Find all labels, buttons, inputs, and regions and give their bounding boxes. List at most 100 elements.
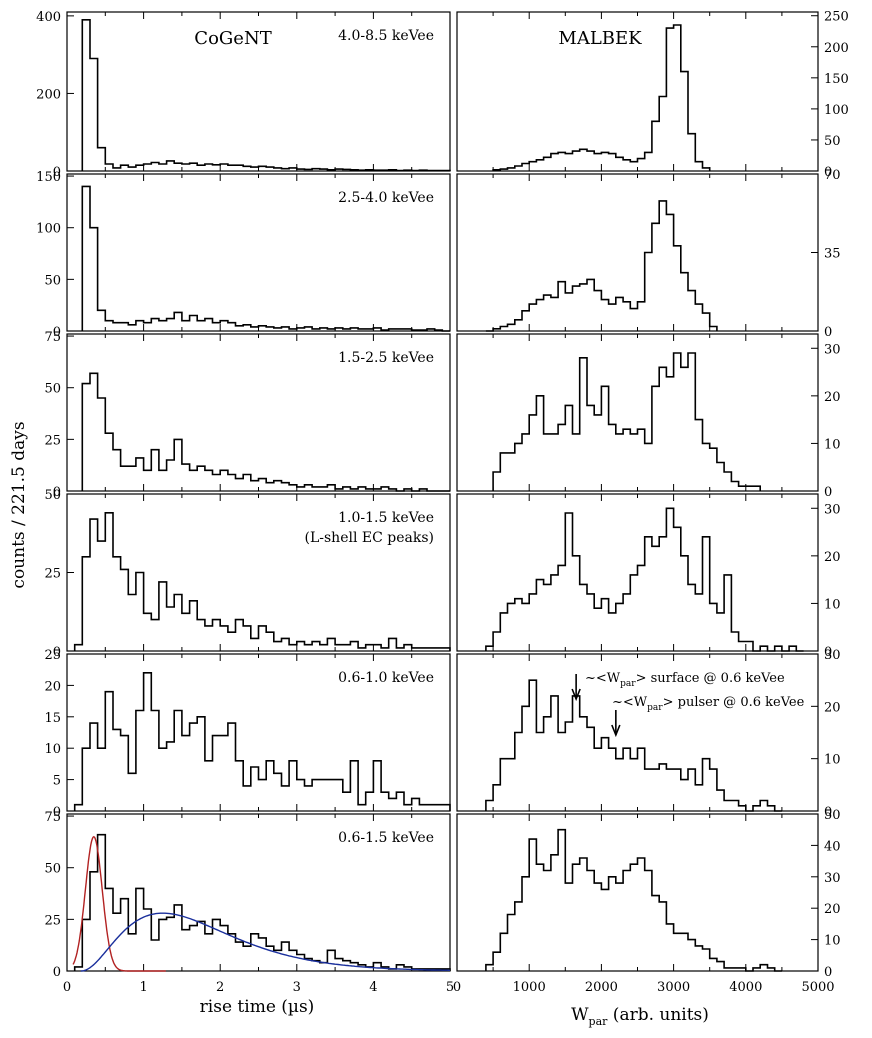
malbek-panel-6-xtick-label: 4000 [729,980,762,995]
cogent-panel-6-ytick-label: 50 [44,862,61,877]
malbek-panel-1-ytick-label: 0 [824,165,832,180]
cogent-panel-6-xtick-label: 5 [446,980,454,995]
malbek-panel-6-xtick-label: 0 [453,980,461,995]
malbek-panel-5-ytick-label: 20 [824,700,841,715]
malbek-panel-3-ytick-label: 10 [824,437,841,452]
cogent-panel-5-ytick-label: 25 [44,648,61,663]
malbek-panel-3-frame [456,333,819,492]
malbek-panel-1-ytick-label: 200 [824,41,849,56]
cogent-panel-2-ytick-label: 100 [36,222,61,237]
surface-annotation-post: > surface @ 0.6 keVee [636,671,785,686]
pulser-annotation: ~<Wpar> pulser @ 0.6 keVee [612,695,805,713]
malbek-panel-3-ytick-label: 30 [824,342,841,357]
cogent-panel-2-histogram [81,185,450,332]
pulser-annotation-sub: par [647,703,663,713]
malbek-panel-6-frame [456,813,819,972]
y-axis-label: counts / 221.5 days [9,421,29,588]
bulk-fit-curve [80,912,450,972]
malbek-panel-3-ytick-label: 20 [824,390,841,405]
cogent-panel-3-ytick-label: 25 [44,433,61,448]
cogent-panel-1-ytick-label: 400 [36,10,61,25]
surface-arrow-head [571,688,581,702]
malbek-panel-6-xtick-label: 3000 [657,980,690,995]
cogent-panel-1-energy-label: 4.0-8.5 keVee [338,28,434,44]
cogent-panel-1-histogram [81,19,451,172]
cogent-panel-3-ytick-label: 50 [44,382,61,397]
malbek-panel-4-histogram [485,507,804,652]
cogent-panel-5-energy-label: 0.6-1.0 keVee [338,670,434,686]
cogent-panel-4-ytick-label: 0 [53,645,61,660]
cogent-panel-3-histogram [81,372,450,492]
malbek-panel-4-ytick-label: 20 [824,550,841,565]
malbek-panel-2-ytick-label: 0 [824,325,832,340]
malbek-panel-5-ytick-label: 10 [824,753,841,768]
malbek-panel-1-histogram [492,24,711,171]
malbek-panel-6-ytick-label: 40 [824,839,841,854]
malbek-panel-4-ytick-label: 0 [824,645,832,660]
cogent-panel-4-histogram [73,511,451,651]
malbek-panel-2-ytick-label: 70 [824,168,841,183]
cogent-panel-6-xtick-label: 0 [63,980,71,995]
cogent-panel-5-ytick-label: 15 [44,711,61,726]
left-x-axis-label: rise time (µs) [200,997,315,1017]
malbek-panel-6-ytick-label: 50 [824,808,841,823]
pulser-annotation-post: > pulser @ 0.6 keVee [663,695,805,710]
malbek-panel-5-histogram [485,679,782,812]
cogent-panel-6-xtick-label: 2 [216,980,224,995]
surface-annotation: ~<Wpar> surface @ 0.6 keVee [585,671,785,689]
right-x-label-main: W [571,1005,589,1025]
pulser-annotation-pre: ~<W [612,695,648,710]
cogent-panel-6-ytick-label: 75 [44,810,61,825]
cogent-panel-3-ytick-label: 0 [53,485,61,500]
malbek-panel-6-xtick-label: 5000 [801,980,834,995]
annotations-group: ~<Wpar> surface @ 0.6 keVee ~<Wpar> puls… [585,671,805,713]
malbek-panel-6-xtick-label: 2000 [585,980,618,995]
malbek-panel-6-ytick-label: 30 [824,871,841,886]
malbek-panel-1-ytick-label: 50 [824,134,841,149]
malbek-panel-1-ytick-label: 100 [824,103,849,118]
cogent-panel-2-ytick-label: 50 [44,273,61,288]
malbek-panel-3-histogram [492,352,761,491]
right-x-label-sub: par [589,1015,609,1028]
cogent-panel-4-ytick-label: 25 [44,567,61,582]
cogent-panel-3-energy-label: 1.5-2.5 keVee [338,350,434,366]
cogent-panel-6-histogram [73,833,451,971]
malbek-panel-1-ytick-label: 250 [824,10,849,25]
cogent-panel-5-histogram [73,672,451,811]
malbek-panel-6-ytick-label: 10 [824,934,841,949]
cogent-panel-6-ytick-label: 25 [44,913,61,928]
cogent-panel-3-ytick-label: 75 [44,330,61,345]
cogent-panel-4-energy-label: 1.0-1.5 keVee [338,510,434,526]
malbek-panel-1-ytick-label: 150 [824,72,849,87]
cogent-panel-1-ytick-label: 200 [36,87,61,102]
cogent-panel-2-ytick-label: 150 [36,170,61,185]
cogent-title: CoGeNT [194,28,271,49]
malbek-panel-5-ytick-label: 30 [824,648,841,663]
right-x-label-tail: (arb. units) [607,1005,709,1025]
right-x-axis-label: Wpar (arb. units) [571,1005,709,1028]
cogent-panel-6-xtick-label: 4 [369,980,377,995]
cogent-panel-2-energy-label: 2.5-4.0 keVee [338,190,434,206]
cogent-panel-5-ytick-label: 5 [53,774,61,789]
cogent-panel-6-xtick-label: 1 [139,980,147,995]
malbek-panel-3-ytick-label: 0 [824,485,832,500]
cogent-panel-1-ytick-label: 0 [53,165,61,180]
malbek-panel-6-ytick-label: 20 [824,902,841,917]
cogent-panel-2-ytick-label: 0 [53,325,61,340]
surface-annotation-sub: par [620,679,636,689]
cogent-panel-5-ytick-label: 0 [53,805,61,820]
malbek-panel-6-histogram [485,828,782,972]
cogent-panel-5-ytick-label: 20 [44,679,61,694]
cogent-panel-4-energy-note: (L-shell EC peaks) [305,530,435,546]
cogent-panel-6-ytick-label: 0 [53,965,61,980]
malbek-panel-2-ytick-label: 35 [824,247,841,262]
cogent-panel-4-ytick-label: 50 [44,488,61,503]
malbek-panel-4-ytick-label: 30 [824,502,841,517]
malbek-title: MALBEK [558,28,642,49]
malbek-panel-6-ytick-label: 0 [824,965,832,980]
surface-annotation-pre: ~<W [585,671,621,686]
malbek-panel-6-xtick-label: 1000 [513,980,546,995]
malbek-panel-4-ytick-label: 10 [824,597,841,612]
